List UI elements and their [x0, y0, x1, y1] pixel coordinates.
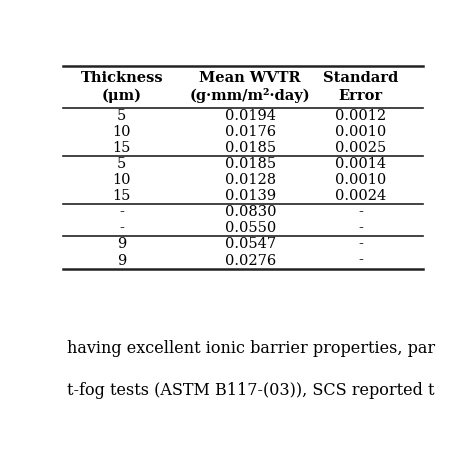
Text: t-fog tests (ASTM B117-(03)), SCS reported t: t-fog tests (ASTM B117-(03)), SCS report…	[66, 383, 434, 399]
Text: 0.0012: 0.0012	[335, 109, 386, 123]
Text: 0.0547: 0.0547	[225, 237, 276, 252]
Text: 0.0024: 0.0024	[335, 189, 386, 203]
Text: 9: 9	[117, 254, 127, 267]
Text: 0.0139: 0.0139	[225, 189, 276, 203]
Text: 15: 15	[112, 141, 131, 155]
Text: 0.0276: 0.0276	[225, 254, 276, 267]
Text: 0.0014: 0.0014	[335, 157, 386, 171]
Text: 0.0194: 0.0194	[225, 109, 276, 123]
Text: -: -	[119, 221, 124, 236]
Text: 0.0010: 0.0010	[335, 173, 386, 187]
Text: 0.0185: 0.0185	[225, 141, 276, 155]
Text: 10: 10	[112, 125, 131, 139]
Text: 0.0550: 0.0550	[225, 221, 276, 236]
Text: 5: 5	[117, 157, 127, 171]
Text: -: -	[358, 237, 363, 252]
Text: -: -	[119, 205, 124, 219]
Text: 0.0830: 0.0830	[225, 205, 276, 219]
Text: 0.0185: 0.0185	[225, 157, 276, 171]
Text: 9: 9	[117, 237, 127, 252]
Text: Mean WVTR
(g·mm/m²·day): Mean WVTR (g·mm/m²·day)	[190, 71, 310, 103]
Text: 0.0025: 0.0025	[335, 141, 386, 155]
Text: having excellent ionic barrier properties, par: having excellent ionic barrier propertie…	[66, 340, 435, 357]
Text: 10: 10	[112, 173, 131, 187]
Text: 5: 5	[117, 109, 127, 123]
Text: Thickness
(μm): Thickness (μm)	[81, 71, 163, 103]
Text: 0.0128: 0.0128	[225, 173, 276, 187]
Text: -: -	[358, 205, 363, 219]
Text: 0.0176: 0.0176	[225, 125, 276, 139]
Text: 0.0010: 0.0010	[335, 125, 386, 139]
Text: 15: 15	[112, 189, 131, 203]
Text: -: -	[358, 254, 363, 267]
Text: -: -	[358, 221, 363, 236]
Text: Standard
Error: Standard Error	[323, 72, 398, 103]
